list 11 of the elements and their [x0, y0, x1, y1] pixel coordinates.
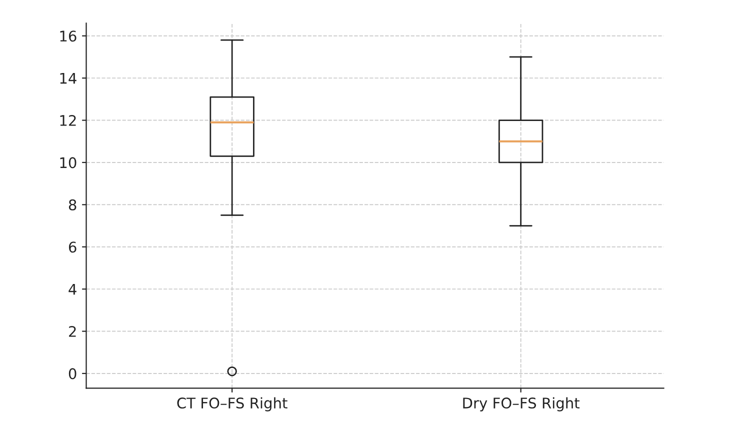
x-tick-label: Dry FO–FS Right — [463, 397, 580, 412]
y-tick-label: 2 — [69, 326, 76, 337]
x-tick-label: CT FO–FS Right — [177, 397, 288, 412]
y-tick-label: 6 — [68, 242, 76, 253]
y-tick-label: 12 — [60, 114, 76, 126]
y-tick-label: 8 — [68, 199, 76, 210]
y-tick-label: 14 — [60, 72, 76, 84]
y-tick-label: 4 — [68, 284, 76, 295]
y-tick-label: 10 — [60, 157, 76, 168]
y-tick-label: 0 — [68, 368, 76, 380]
y-tick-label: 16 — [60, 30, 76, 42]
